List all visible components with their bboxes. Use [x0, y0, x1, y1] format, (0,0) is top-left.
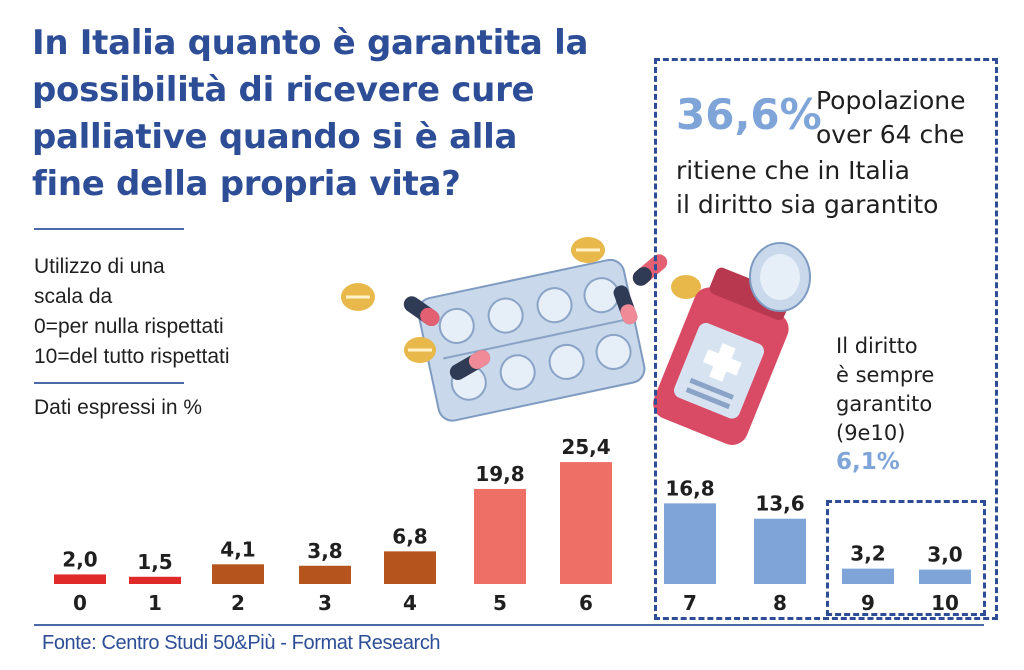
category-label-6: 6 [579, 591, 593, 615]
capsule-icon [403, 254, 668, 380]
scale-note-line: Utilizzo di una [34, 255, 165, 278]
guaranteed-dashed-box [654, 58, 998, 620]
bar-9 [842, 568, 894, 584]
category-label-5: 5 [493, 591, 507, 615]
category-label-3: 3 [318, 591, 332, 615]
bar-5 [474, 488, 526, 584]
value-label-7: 16,8 [665, 476, 714, 500]
always-line: è sempre [836, 363, 935, 387]
value-label-0: 2,0 [62, 547, 97, 571]
category-label-7: 7 [683, 591, 697, 615]
source-footer: Fonte: Centro Studi 50&Più - Format Rese… [42, 632, 441, 654]
category-label-4: 4 [403, 591, 417, 615]
bar-6 [560, 462, 612, 584]
scale-note-line: 0=per nulla rispettati [34, 315, 224, 338]
value-label-6: 25,4 [561, 435, 610, 459]
always-guaranteed-note: Il diritto è sempre garantito (9e10) 6,1… [836, 332, 986, 477]
always-guaranteed-dashed-box [826, 500, 986, 616]
bottle-cap-icon [749, 242, 811, 312]
title-divider [34, 228, 184, 230]
scale-note: Utilizzo di una scala da 0=per nulla ris… [34, 252, 334, 372]
medicine-bottle-icon [653, 267, 791, 445]
always-line: Il diritto [836, 334, 918, 358]
callout-text-top: Popolazione over 64 che [816, 84, 966, 152]
bar-3 [299, 565, 351, 584]
category-label-9: 9 [861, 591, 875, 615]
value-label-2: 4,1 [220, 537, 255, 561]
always-line: (9e10) [836, 421, 906, 445]
value-label-10: 3,0 [927, 543, 962, 567]
value-label-3: 3,8 [307, 539, 342, 563]
pill-icon [341, 237, 701, 363]
always-percent: 6,1% [836, 449, 900, 475]
callout-line: ritiene che in Italia [676, 156, 910, 185]
category-label-1: 1 [148, 591, 162, 615]
units-note: Dati espressi in % [34, 396, 203, 419]
callout-text-bottom: ritiene che in Italia il diritto sia gar… [676, 154, 938, 222]
scale-note-line: scala da [34, 285, 113, 308]
callout-line: Popolazione [816, 86, 966, 115]
page-title: In Italia quanto è garantita la possibil… [32, 23, 589, 204]
category-label-0: 0 [73, 591, 87, 615]
bar-2 [212, 564, 264, 584]
bar-0 [54, 574, 106, 584]
bar-4 [384, 551, 436, 584]
scale-note-line: 10=del tutto rispettati [34, 345, 230, 368]
callout-line: over 64 che [816, 120, 965, 149]
category-label-2: 2 [231, 591, 245, 615]
value-label-5: 19,8 [475, 462, 524, 486]
bar-8 [754, 518, 806, 584]
bar-1 [129, 576, 181, 584]
callout-percent: 36,6% [676, 90, 822, 139]
always-line: garantito [836, 392, 933, 416]
bar-7 [664, 503, 716, 584]
value-label-4: 6,8 [392, 524, 427, 548]
medicine-illustration [341, 237, 811, 445]
callout-line: il diritto sia garantito [676, 190, 939, 219]
scale-divider [34, 382, 184, 384]
bar-10 [919, 569, 971, 584]
category-label-8: 8 [773, 591, 787, 615]
value-label-1: 1,5 [137, 550, 172, 574]
value-label-9: 3,2 [850, 542, 885, 566]
footer-divider [34, 624, 984, 626]
category-label-10: 10 [931, 591, 959, 615]
blister-pack-icon [417, 258, 646, 422]
value-label-8: 13,6 [755, 492, 804, 516]
